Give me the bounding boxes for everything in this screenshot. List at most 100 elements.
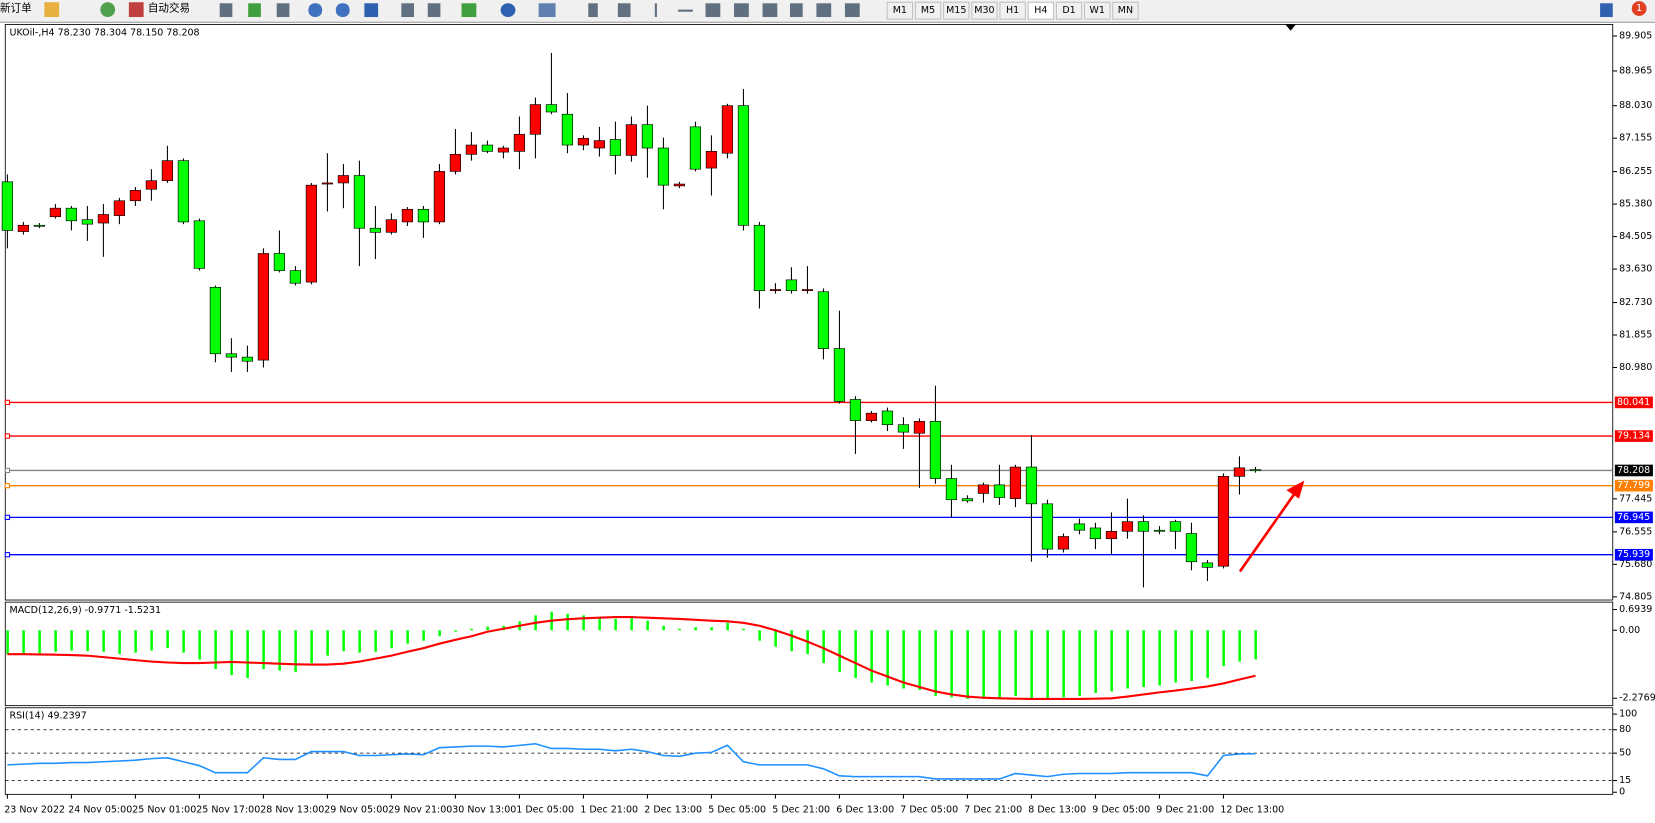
macd-bar: [390, 630, 393, 649]
macd-bar: [870, 630, 873, 683]
macd-bar: [822, 630, 825, 664]
icon[interactable]: [762, 3, 778, 18]
icon[interactable]: [678, 9, 693, 12]
main-panel: [4, 23, 1614, 601]
level-label: 76.945: [1617, 512, 1650, 523]
timeframe-button[interactable]: [914, 1, 942, 20]
timeframe-button[interactable]: [971, 1, 998, 20]
icon[interactable]: [538, 3, 556, 18]
timeframe-label[interactable]: M15: [946, 5, 966, 16]
macd-bar: [1190, 630, 1193, 682]
icon[interactable]: [308, 3, 323, 18]
icon[interactable]: [500, 3, 516, 18]
y-tick-label: 0.6939: [1619, 604, 1652, 615]
icon[interactable]: [128, 2, 144, 18]
macd-bar: [742, 628, 745, 631]
icon[interactable]: [654, 3, 657, 18]
timeframe-label[interactable]: MN: [1118, 5, 1133, 16]
timeframe-button[interactable]: [1055, 1, 1083, 20]
x-tick-label: 5 Dec 21:00: [772, 805, 830, 816]
macd-bar: [710, 627, 713, 631]
candle-body: [337, 175, 350, 184]
search-icon[interactable]: [1600, 3, 1613, 18]
candle-body: [33, 224, 45, 227]
y-tick-label: 80.980: [1619, 362, 1652, 373]
timeframe-button[interactable]: [943, 1, 970, 20]
candle-body: [1169, 521, 1182, 532]
icon[interactable]: [427, 3, 441, 18]
timeframe-button[interactable]: [886, 1, 914, 20]
candle-body: [529, 104, 542, 135]
auto-trading[interactable]: 自动交易: [148, 2, 190, 15]
candle-body: [641, 124, 654, 149]
macd-bar: [838, 630, 841, 673]
icon[interactable]: [364, 3, 379, 18]
timeframe-button[interactable]: [1027, 1, 1055, 20]
icon[interactable]: [790, 3, 803, 18]
candle-body: [577, 138, 590, 146]
timeframe-label[interactable]: M30: [974, 5, 994, 16]
y-tick-label: -2.2769: [1619, 693, 1655, 704]
icon[interactable]: [276, 3, 290, 18]
candle-body: [145, 180, 157, 190]
candle-body: [609, 139, 622, 156]
macd-bar: [1030, 630, 1033, 699]
candle-body: [129, 190, 141, 202]
candle-body: [929, 421, 942, 479]
x-tick-label: 25 Nov 17:00: [196, 805, 260, 816]
chart-subtitle: UKOil-,H4 78.230 78.304 78.150 78.208: [10, 27, 200, 38]
candle-body: [225, 353, 238, 358]
timeframe-label[interactable]: M1: [893, 5, 907, 16]
level-handle: [4, 467, 11, 474]
macd-bar: [358, 630, 361, 653]
timeframe-label[interactable]: W1: [1090, 5, 1105, 16]
timeframe-label[interactable]: D1: [1062, 5, 1075, 16]
icon[interactable]: [219, 3, 233, 18]
candle-body: [369, 227, 382, 233]
notification-badge[interactable]: [1631, 1, 1647, 16]
candle-body: [1025, 466, 1038, 505]
macd-bar: [918, 630, 921, 690]
timeframe-label[interactable]: H4: [1034, 5, 1047, 16]
macd-bar: [726, 622, 729, 631]
candle-body: [113, 200, 125, 216]
new-order[interactable]: 新订单: [0, 2, 32, 15]
y-tick-label: 88.030: [1619, 100, 1652, 111]
timeframe-button[interactable]: [999, 1, 1026, 20]
timeframe-label[interactable]: M5: [921, 5, 935, 16]
candle-body: [65, 207, 77, 222]
candle-body: [561, 113, 574, 146]
timeframe-button[interactable]: [1084, 1, 1111, 20]
icon[interactable]: [816, 3, 832, 18]
icon[interactable]: [705, 3, 721, 18]
macd-bar: [566, 613, 569, 631]
macd-bar: [118, 630, 121, 655]
icon[interactable]: [100, 2, 116, 18]
timeframe-button[interactable]: [1112, 1, 1139, 20]
timeframe-label[interactable]: H1: [1006, 5, 1019, 16]
candle-body: [1137, 521, 1150, 532]
icon[interactable]: [335, 3, 350, 18]
candle-body: [1057, 536, 1070, 550]
icon[interactable]: [844, 3, 860, 18]
icon[interactable]: [617, 3, 631, 18]
macd-bar: [1238, 630, 1241, 662]
icon[interactable]: [734, 3, 749, 18]
macd-bar: [246, 630, 249, 679]
icon[interactable]: [248, 3, 261, 18]
candle-body: [849, 399, 862, 421]
y-tick-label: 75.680: [1619, 559, 1652, 570]
macd-bar: [310, 630, 313, 664]
candle-body: [1009, 466, 1022, 499]
candle-body: [657, 147, 670, 186]
macd-bar: [326, 630, 329, 656]
rsi-panel: [4, 707, 1614, 795]
icon[interactable]: [588, 3, 598, 18]
icon[interactable]: [461, 3, 477, 18]
badge-count: 1: [1636, 3, 1642, 14]
y-tick-label: 15: [1619, 775, 1631, 786]
icon[interactable]: [401, 3, 415, 18]
icon[interactable]: [44, 2, 60, 18]
y-tick-label: 0.00: [1619, 625, 1640, 636]
chart-shift-marker[interactable]: [1285, 24, 1296, 31]
